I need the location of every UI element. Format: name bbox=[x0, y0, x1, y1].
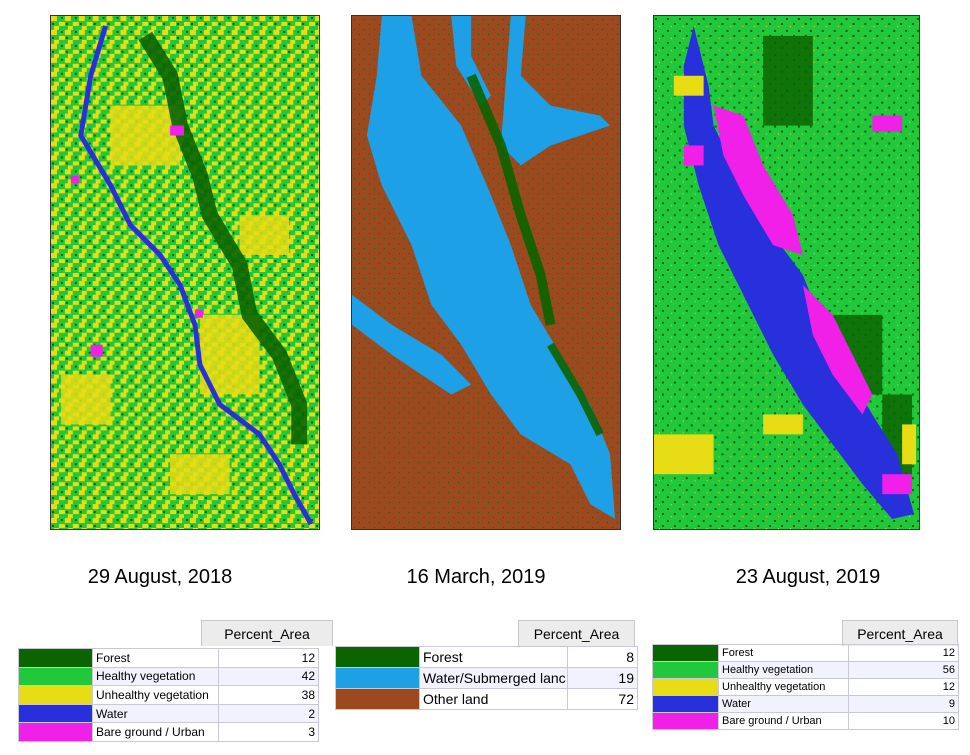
legend-class-label: Bare ground / Urban bbox=[718, 712, 849, 730]
legend-swatch bbox=[18, 703, 93, 724]
legend-swatch bbox=[18, 666, 93, 687]
legend-row: Water/Submerged lanc 19 bbox=[335, 667, 638, 689]
color-swatch bbox=[653, 662, 718, 678]
legend-percent-value: 3 bbox=[218, 722, 319, 742]
color-swatch bbox=[336, 668, 419, 688]
legend-row: Other land 72 bbox=[335, 688, 638, 710]
color-swatch bbox=[653, 679, 718, 695]
color-swatch bbox=[19, 668, 92, 685]
color-swatch bbox=[19, 705, 92, 722]
legend-swatch bbox=[652, 678, 719, 696]
legend-class-label: Water bbox=[718, 695, 849, 713]
legend-percent-value: 12 bbox=[848, 678, 959, 696]
color-swatch bbox=[19, 686, 92, 704]
legend-percent-value: 2 bbox=[218, 703, 319, 724]
legend-swatch bbox=[652, 644, 719, 662]
date-label-2018-08: 29 August, 2018 bbox=[87, 566, 233, 588]
legend-percent-value: 10 bbox=[848, 712, 959, 730]
legend-row: Bare ground / Urban 3 bbox=[18, 722, 319, 742]
legend-swatch bbox=[652, 661, 719, 679]
color-swatch bbox=[653, 696, 718, 712]
legend-percent-value: 12 bbox=[218, 648, 319, 668]
legend-swatch bbox=[335, 688, 420, 710]
legend-class-label: Bare ground / Urban bbox=[92, 722, 219, 742]
legend-class-label: Healthy vegetation bbox=[718, 661, 849, 679]
color-swatch bbox=[653, 645, 718, 661]
legend-row: Water 9 bbox=[652, 695, 959, 713]
legend-class-label: Water/Submerged lanc bbox=[419, 667, 568, 689]
legend-percent-value: 56 bbox=[848, 661, 959, 679]
legend-class-label: Healthy vegetation bbox=[92, 666, 219, 687]
legend-table-2018-08: Percent_Area Forest 12 Healthy vegetation 4… bbox=[18, 620, 333, 742]
legend-swatch bbox=[335, 646, 420, 668]
color-swatch bbox=[653, 713, 718, 729]
legend-percent-value: 12 bbox=[848, 644, 959, 662]
color-swatch bbox=[19, 649, 92, 667]
legend-percent-value: 8 bbox=[567, 646, 638, 668]
legend-class-label: Other land bbox=[419, 688, 568, 710]
legend-row: Forest 8 bbox=[335, 646, 638, 668]
percent-area-header: Percent_Area bbox=[201, 620, 333, 646]
legend-row: Forest 12 bbox=[18, 648, 319, 668]
legend-row: Healthy vegetation 42 bbox=[18, 666, 319, 687]
legend-row: Healthy vegetation 56 bbox=[652, 661, 959, 679]
legend-swatch bbox=[335, 667, 420, 689]
percent-area-header: Percent_Area bbox=[842, 620, 958, 646]
legend-table-2019-08: Percent_Area Forest 12 Healthy vegetation 5… bbox=[652, 620, 959, 730]
legend-swatch bbox=[18, 722, 93, 742]
date-label-2019-08: 23 August, 2019 bbox=[735, 566, 881, 588]
legend-class-label: Forest bbox=[419, 646, 568, 668]
color-swatch bbox=[19, 723, 92, 741]
legend-swatch bbox=[18, 685, 93, 705]
legend-row: Bare ground / Urban 10 bbox=[652, 712, 959, 730]
land-cover-map-2018 bbox=[50, 15, 320, 530]
legend-class-label: Unhealthy vegetation bbox=[718, 678, 849, 696]
legend-row: Water 2 bbox=[18, 703, 319, 724]
legend-class-label: Forest bbox=[92, 648, 219, 668]
legend-swatch bbox=[18, 648, 93, 668]
legend-class-label: Forest bbox=[718, 644, 849, 662]
color-swatch bbox=[336, 689, 419, 709]
legend-class-label: Water bbox=[92, 703, 219, 724]
date-label-2019-03: 16 March, 2019 bbox=[406, 566, 546, 588]
legend-swatch bbox=[652, 695, 719, 713]
legend-class-label: Unhealthy vegetation bbox=[92, 685, 219, 705]
legend-percent-value: 19 bbox=[567, 667, 638, 689]
legend-percent-value: 42 bbox=[218, 666, 319, 687]
land-cover-map-2019-march bbox=[351, 15, 621, 530]
legend-percent-value: 72 bbox=[567, 688, 638, 710]
legend-percent-value: 9 bbox=[848, 695, 959, 713]
legend-row: Unhealthy vegetation 38 bbox=[18, 685, 319, 705]
legend-swatch bbox=[652, 712, 719, 730]
color-swatch bbox=[336, 647, 419, 667]
land-cover-map-2019-august bbox=[653, 15, 920, 530]
percent-area-header: Percent_Area bbox=[518, 620, 635, 646]
legend-row: Forest 12 bbox=[652, 644, 959, 662]
legend-row: Unhealthy vegetation 12 bbox=[652, 678, 959, 696]
legend-table-2019-03: Percent_Area Forest 8 Water/Submerged lanc… bbox=[335, 620, 638, 720]
legend-percent-value: 38 bbox=[218, 685, 319, 705]
